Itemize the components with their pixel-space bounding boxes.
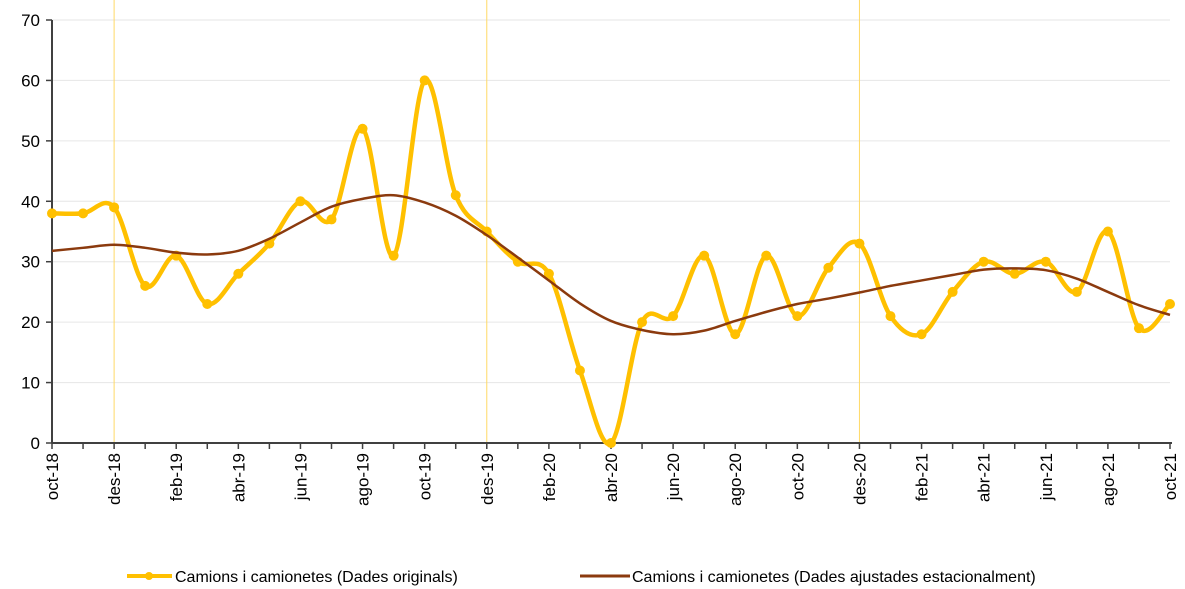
x-tick-label: abr-19 bbox=[229, 453, 248, 502]
x-tick-label: abr-21 bbox=[975, 453, 994, 502]
x-tick-label: jun-21 bbox=[1037, 453, 1056, 501]
series-lines bbox=[47, 75, 1175, 448]
y-tick-label: 0 bbox=[31, 434, 40, 453]
y-tick-label: 60 bbox=[21, 71, 40, 90]
legend: Camions i camionetes (Dades originals) C… bbox=[127, 569, 1036, 586]
x-tick-label: abr-20 bbox=[602, 453, 621, 502]
data-point-original bbox=[47, 208, 57, 219]
x-tick-label: des-20 bbox=[850, 453, 869, 505]
y-tick-label: 40 bbox=[21, 192, 40, 211]
data-point-original bbox=[1102, 226, 1113, 237]
data-point-original bbox=[854, 238, 865, 249]
series-line-original bbox=[51, 77, 1172, 446]
data-point-original bbox=[761, 250, 772, 261]
data-point-original bbox=[140, 280, 151, 291]
data-point-original bbox=[916, 329, 927, 340]
year-separators bbox=[113, 0, 860, 443]
data-point-original bbox=[947, 286, 958, 297]
y-tick-label: 10 bbox=[21, 374, 40, 393]
x-tick-label: feb-20 bbox=[540, 453, 559, 501]
data-point-original bbox=[295, 196, 306, 207]
x-tick-label: oct-20 bbox=[788, 453, 807, 500]
data-point-original bbox=[730, 329, 741, 340]
data-point-original bbox=[1040, 256, 1051, 267]
x-tick-label: ago-20 bbox=[726, 453, 745, 506]
x-tick-label: des-18 bbox=[105, 453, 124, 505]
data-point-original bbox=[1133, 323, 1144, 334]
axes bbox=[46, 19, 1172, 449]
x-tick-labels: oct-18 des-18 feb-19 abr-19 jun-19 ago-19 oct-… bbox=[43, 453, 1180, 506]
legend-marker-original-dot bbox=[145, 572, 153, 580]
data-point-original bbox=[699, 250, 710, 261]
data-point-original bbox=[885, 311, 896, 322]
data-point-original bbox=[388, 250, 399, 261]
data-point-original bbox=[606, 438, 616, 448]
y-tick-label: 50 bbox=[21, 132, 40, 151]
data-point-original bbox=[202, 299, 213, 310]
data-point-original bbox=[792, 311, 803, 322]
data-point-original bbox=[1071, 286, 1082, 297]
x-tick-label: ago-19 bbox=[354, 453, 373, 506]
data-point-original bbox=[357, 123, 368, 134]
x-tick-label: feb-19 bbox=[167, 453, 186, 501]
data-point-original bbox=[637, 317, 648, 328]
data-point-original bbox=[1009, 268, 1020, 279]
data-point-original bbox=[78, 208, 89, 219]
x-tick-label: oct-19 bbox=[416, 453, 435, 500]
y-tick-label: 30 bbox=[21, 253, 40, 272]
data-point-original bbox=[109, 202, 120, 213]
x-tick-label: des-19 bbox=[478, 453, 497, 505]
data-point-original bbox=[326, 214, 337, 225]
x-tick-label: jun-20 bbox=[664, 453, 683, 501]
y-tick-label: 70 bbox=[21, 11, 40, 30]
gridlines bbox=[52, 19, 1170, 384]
x-tick-label: ago-21 bbox=[1099, 453, 1118, 506]
x-tick-label: oct-21 bbox=[1161, 453, 1180, 500]
x-tick-label: oct-18 bbox=[43, 453, 62, 500]
data-point-original bbox=[574, 365, 585, 376]
x-tick-label: jun-19 bbox=[291, 453, 310, 501]
data-point-original bbox=[1165, 299, 1175, 310]
x-tick-label: feb-21 bbox=[913, 453, 932, 501]
y-tick-label: 20 bbox=[21, 313, 40, 332]
legend-label-adjusted: Camions i camionetes (Dades ajustades es… bbox=[632, 569, 1036, 586]
data-point-original bbox=[450, 190, 461, 201]
data-point-original bbox=[978, 256, 989, 267]
data-point-original bbox=[823, 262, 834, 273]
data-point-original bbox=[543, 268, 554, 279]
series-line-adjusted bbox=[51, 193, 1171, 336]
y-tick-labels: 0 10 20 30 40 50 60 70 bbox=[21, 11, 40, 453]
legend-label-original: Camions i camionetes (Dades originals) bbox=[175, 569, 458, 586]
data-point-original bbox=[233, 268, 244, 279]
data-point-original bbox=[668, 311, 679, 322]
data-point-original bbox=[419, 75, 430, 86]
